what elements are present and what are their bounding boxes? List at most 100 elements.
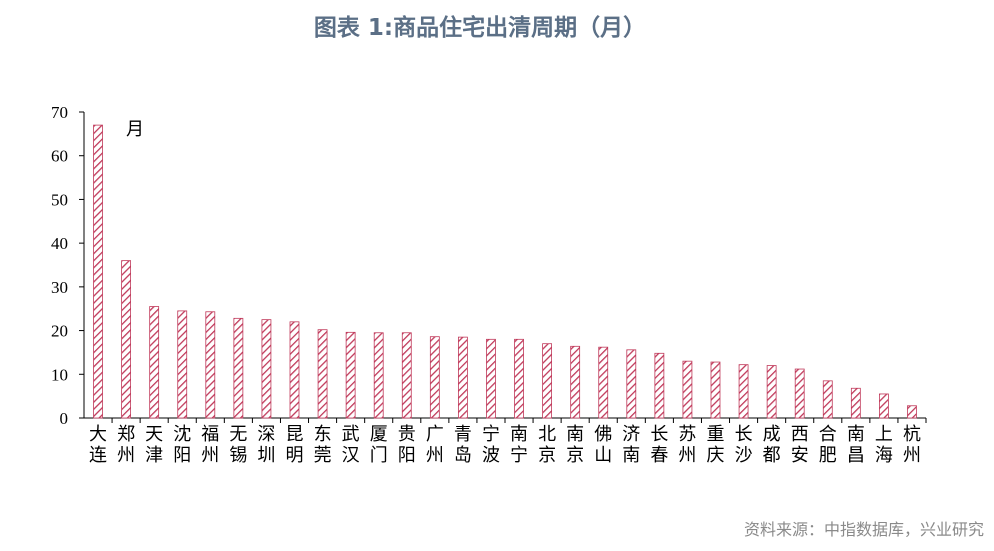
bar	[205, 311, 216, 419]
category-label: 长	[735, 424, 753, 445]
bar	[345, 331, 356, 419]
category-label: 莞	[314, 445, 332, 466]
category-label: 沈	[173, 424, 191, 445]
category-label: 安	[791, 445, 809, 466]
bar	[401, 332, 412, 419]
category-label: 福	[201, 424, 219, 445]
y-tick-label: 50	[51, 190, 68, 209]
category-label: 南	[847, 424, 865, 445]
bar	[457, 336, 468, 419]
category-label: 门	[370, 445, 388, 466]
bar	[486, 338, 496, 419]
category-label: 北	[538, 424, 556, 445]
category-label: 厦	[370, 424, 388, 445]
category-label: 山	[594, 445, 612, 466]
category-label: 明	[286, 445, 304, 466]
category-label: 重	[707, 424, 725, 445]
bar	[149, 306, 160, 419]
category-label: 贵	[398, 424, 416, 445]
category-label: 西	[791, 424, 809, 445]
bar	[289, 321, 300, 419]
category-label: 京	[538, 445, 556, 466]
category-label: 昆	[286, 424, 304, 445]
bar	[233, 317, 244, 419]
category-label: 成	[763, 424, 781, 445]
bar	[879, 393, 889, 419]
category-label: 宁	[482, 424, 500, 445]
bar	[682, 360, 693, 419]
bar	[542, 343, 552, 419]
y-tick-label: 30	[51, 278, 68, 297]
bar	[317, 329, 328, 419]
category-label: 圳	[257, 445, 275, 466]
category-label: 天	[145, 424, 163, 445]
bar	[570, 345, 581, 419]
category-label: 都	[763, 445, 781, 466]
category-label: 海	[875, 445, 893, 466]
category-label: 南	[510, 424, 528, 445]
bar	[766, 365, 777, 419]
bar	[514, 338, 524, 419]
category-label: 青	[454, 424, 472, 445]
category-label: 深	[257, 424, 275, 445]
bar	[429, 336, 440, 419]
category-label: 岛	[454, 445, 472, 466]
category-label: 连	[89, 445, 107, 466]
category-label: 阳	[398, 445, 416, 466]
y-tick-label: 10	[51, 365, 68, 384]
category-label: 郑	[117, 424, 135, 445]
category-label: 合	[819, 424, 837, 445]
category-label: 波	[482, 445, 500, 466]
category-label: 汉	[342, 445, 360, 466]
category-label: 苏	[678, 424, 696, 445]
category-label: 南	[622, 445, 640, 466]
category-label: 南	[566, 424, 584, 445]
unit-annotation: 月	[126, 119, 144, 140]
bar	[373, 332, 384, 419]
category-label: 京	[566, 445, 584, 466]
y-tick-label: 70	[51, 103, 68, 122]
category-label: 东	[314, 424, 332, 445]
category-label: 沙	[735, 445, 753, 466]
category-label: 肥	[819, 445, 837, 466]
category-label: 春	[650, 445, 668, 466]
bar	[261, 319, 272, 419]
category-label: 津	[145, 445, 163, 466]
y-tick-label: 0	[60, 409, 69, 428]
bar	[738, 364, 749, 419]
bar	[822, 380, 833, 419]
bars	[93, 124, 917, 419]
y-tick-label: 20	[51, 322, 68, 341]
category-label: 州	[201, 445, 219, 466]
axes: 0 10 20 30 40 50 60 70	[51, 103, 927, 428]
category-label: 广	[426, 424, 444, 445]
bar	[907, 405, 917, 419]
y-tick-label: 40	[51, 234, 68, 253]
category-label: 阳	[173, 445, 191, 466]
category-label: 州	[426, 445, 444, 466]
category-label: 昌	[847, 445, 865, 466]
category-label: 大	[89, 424, 107, 445]
category-label: 济	[622, 424, 640, 445]
category-label: 无	[229, 424, 247, 445]
category-labels: 大连郑州天津沈阳福州无锡深圳昆明东莞武汉厦门贵阳广州青岛宁波南宁北京南京佛山济南…	[89, 424, 921, 466]
bar	[93, 124, 103, 419]
bar	[121, 260, 131, 419]
category-label: 长	[650, 424, 668, 445]
category-label: 州	[678, 445, 696, 466]
bar	[598, 346, 609, 419]
bar	[654, 352, 665, 419]
category-label: 宁	[510, 445, 528, 466]
category-label: 庆	[707, 445, 725, 466]
category-label: 武	[342, 424, 360, 445]
bar	[626, 349, 637, 419]
bar	[177, 310, 188, 419]
category-label: 州	[117, 445, 135, 466]
source-note: 资料来源：中指数据库，兴业研究	[743, 520, 984, 539]
category-label: 上	[875, 424, 893, 445]
bar	[850, 387, 861, 419]
bar	[794, 368, 805, 419]
category-label: 州	[903, 445, 921, 466]
category-label: 锡	[229, 445, 247, 466]
